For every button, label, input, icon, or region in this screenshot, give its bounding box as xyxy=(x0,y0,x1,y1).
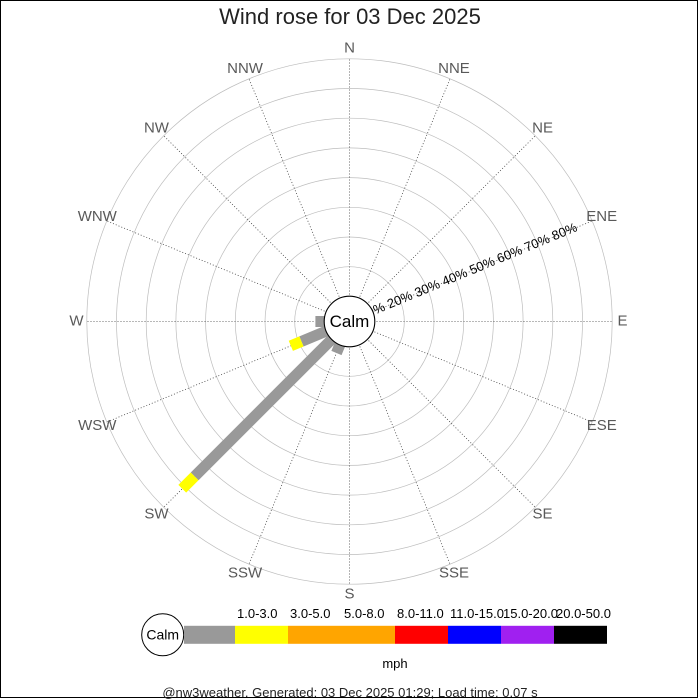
svg-text:Calm: Calm xyxy=(330,312,370,331)
svg-text:mph: mph xyxy=(382,656,407,671)
svg-text:8.0-11.0: 8.0-11.0 xyxy=(397,606,444,621)
svg-text:WSW: WSW xyxy=(78,417,117,434)
svg-text:40%: 40% xyxy=(440,265,470,289)
svg-text:NE: NE xyxy=(532,119,553,136)
svg-text:50%: 50% xyxy=(467,253,497,277)
svg-text:N: N xyxy=(344,39,355,56)
svg-text:SW: SW xyxy=(144,506,169,523)
svg-text:S: S xyxy=(344,585,354,602)
svg-text:20%: 20% xyxy=(385,287,415,311)
svg-text:NNW: NNW xyxy=(227,60,264,77)
svg-text:5.0-8.0: 5.0-8.0 xyxy=(344,606,384,621)
svg-text:ESE: ESE xyxy=(587,417,617,434)
svg-text:3.0-5.0: 3.0-5.0 xyxy=(290,606,330,621)
svg-text:20.0-50.0: 20.0-50.0 xyxy=(556,606,611,621)
svg-text:1.0-3.0: 1.0-3.0 xyxy=(237,606,277,621)
svg-text:30%: 30% xyxy=(412,276,442,300)
svg-text:W: W xyxy=(69,312,84,329)
svg-text:WNW: WNW xyxy=(78,208,118,225)
svg-text:80%: 80% xyxy=(549,219,579,243)
svg-text:15.0-20.0: 15.0-20.0 xyxy=(503,606,558,621)
svg-text:11.0-15.0: 11.0-15.0 xyxy=(450,606,504,621)
svg-text:ENE: ENE xyxy=(586,208,617,225)
svg-text:70%: 70% xyxy=(522,231,552,255)
svg-text:SE: SE xyxy=(533,506,553,523)
svg-text:NNE: NNE xyxy=(438,60,470,77)
svg-text:60%: 60% xyxy=(495,242,525,266)
svg-text:SSE: SSE xyxy=(439,565,469,582)
svg-text:SSW: SSW xyxy=(228,565,263,582)
svg-text:Calm: Calm xyxy=(146,627,179,643)
svg-text:E: E xyxy=(617,312,627,329)
svg-text:NW: NW xyxy=(144,119,170,136)
